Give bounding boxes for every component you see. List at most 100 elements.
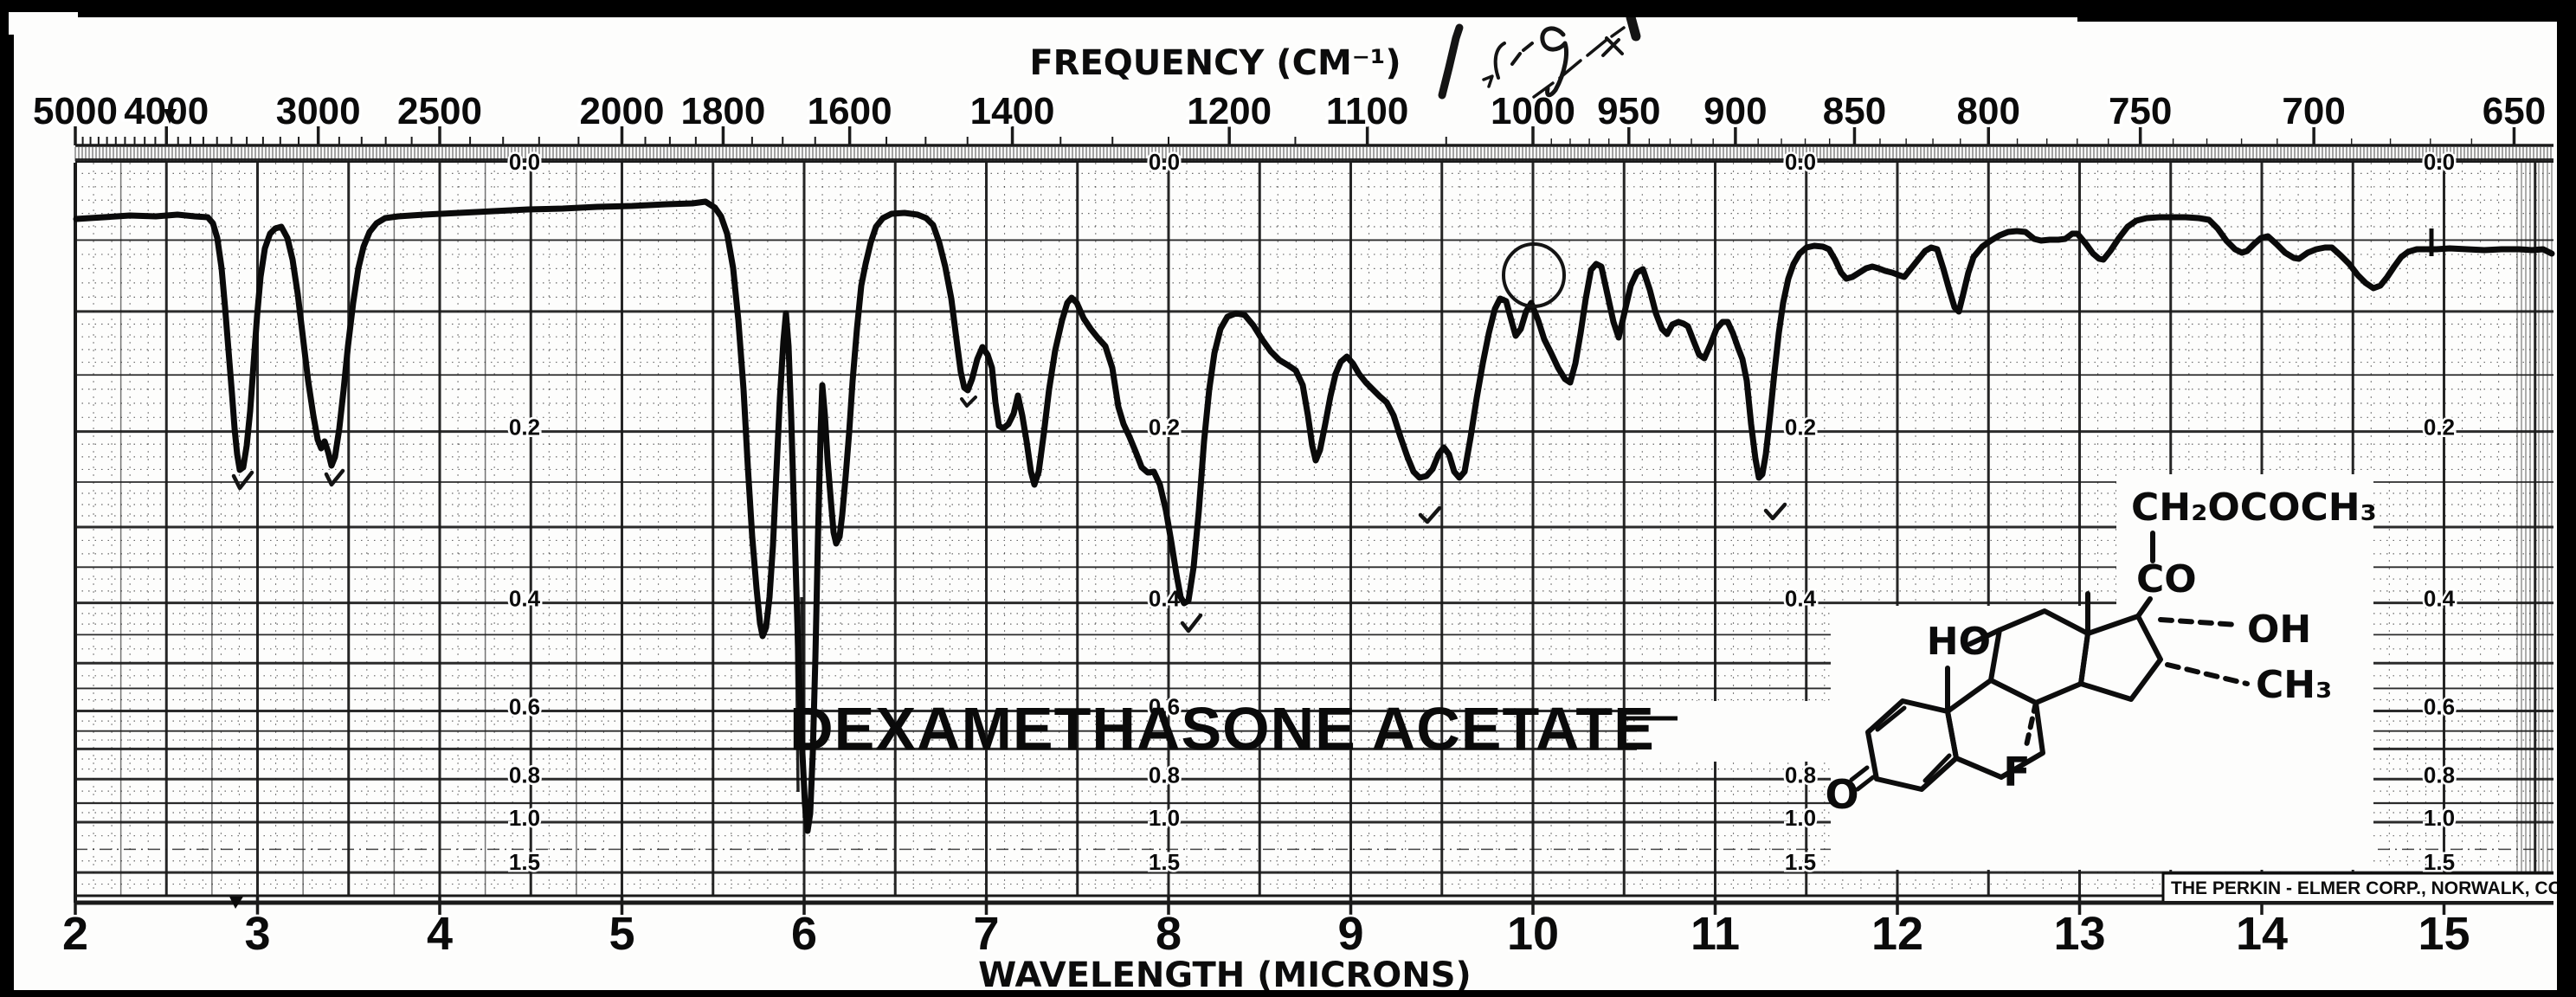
absorbance-label: 0.4 bbox=[1149, 586, 1181, 612]
c17-co-bond bbox=[2135, 596, 2153, 619]
absorbance-label: 1.5 bbox=[1785, 849, 1816, 875]
absorbance-label: 0.8 bbox=[1785, 762, 1816, 788]
absorbance-label: 0.2 bbox=[1785, 415, 1816, 441]
freq-tick-label: 1200 bbox=[1187, 90, 1272, 132]
absorbance-label: 0.6 bbox=[1149, 693, 1180, 719]
pen-scribble-blob bbox=[1626, 12, 1641, 42]
freq-tick-label: 650 bbox=[2483, 90, 2546, 132]
micron-tick-label: 5 bbox=[609, 908, 634, 960]
micron-tick-label: 13 bbox=[2053, 908, 2105, 960]
pen-annotations bbox=[231, 12, 1787, 634]
chemical-structure bbox=[1849, 531, 2250, 792]
pen-scribble bbox=[1510, 42, 1534, 66]
pen-check-mark bbox=[1763, 502, 1787, 521]
spectrum-curve-layer bbox=[73, 198, 2555, 834]
freq-tick-label: 2000 bbox=[580, 90, 665, 132]
absorbance-label: 1.0 bbox=[1785, 805, 1816, 831]
ring-a-double-bond-1 bbox=[1875, 705, 1907, 732]
hydroxyl-left-bond bbox=[1967, 627, 2002, 646]
pen-circle-annotation bbox=[1502, 242, 1566, 308]
ring-a-double-bond-2 bbox=[1922, 753, 1952, 783]
structure-f-label: F bbox=[2003, 749, 2030, 795]
absorbance-label: 1.5 bbox=[509, 849, 540, 875]
freq-tick-label: 4000 bbox=[124, 90, 209, 132]
pen-scribble bbox=[1438, 23, 1464, 100]
pen-check-mark bbox=[324, 468, 345, 487]
credit-box: THE PERKIN - ELMER CORP., NORWALK, CONN. bbox=[2161, 872, 2576, 901]
credit-text: THE PERKIN - ELMER CORP., NORWALK, CONN. bbox=[2171, 878, 2576, 898]
pen-scribble-nine bbox=[1540, 26, 1569, 98]
absorbance-label: 0.0 bbox=[2424, 149, 2455, 175]
absorbance-label: 0.0 bbox=[1785, 149, 1816, 175]
micron-tick-label: 10 bbox=[1507, 908, 1559, 960]
trace-retrace-marks bbox=[793, 484, 806, 819]
micron-tick-label: 15 bbox=[2418, 908, 2470, 960]
pen-check-mark bbox=[1180, 613, 1203, 634]
micron-tick-label: 9 bbox=[1337, 908, 1363, 960]
absorbance-label: 0.8 bbox=[2424, 762, 2455, 788]
compound-label: DEXAMETHASONE ACETATE bbox=[789, 695, 1655, 762]
ring-d bbox=[2078, 614, 2163, 702]
pen-check-mark bbox=[1418, 505, 1442, 524]
pen-scribble-x bbox=[1601, 36, 1624, 57]
pen-scribble bbox=[1532, 26, 1626, 99]
pen-check-mark bbox=[231, 470, 254, 491]
absorbance-label: 0.4 bbox=[509, 586, 541, 612]
freq-tick-label: 5000 bbox=[33, 90, 118, 132]
absorbance-label: 0.8 bbox=[1149, 762, 1180, 788]
micron-tick-label: 8 bbox=[1156, 908, 1182, 960]
absorbance-label: 1.0 bbox=[509, 805, 540, 831]
ink-wedge-mark bbox=[164, 109, 177, 124]
freq-tick-label: 900 bbox=[1703, 90, 1767, 132]
freq-tick-label: 850 bbox=[1823, 90, 1886, 132]
top-axis-title: FREQUENCY (CM⁻¹) bbox=[1029, 43, 1401, 83]
absorbance-label: 0.2 bbox=[1149, 415, 1180, 441]
pen-check-mark bbox=[960, 396, 977, 408]
freq-tick-label: 1400 bbox=[970, 90, 1055, 132]
freq-tick-label: 1100 bbox=[1326, 90, 1408, 132]
structure-chain-label: CH₂OCOCH₃ bbox=[2131, 486, 2377, 530]
freq-tick-label: 700 bbox=[2282, 90, 2345, 132]
fluorine-bond bbox=[2023, 700, 2038, 752]
absorbance-label: 0.6 bbox=[509, 693, 540, 719]
structure-o-label: O bbox=[1825, 771, 1858, 818]
ink-wedge-mark bbox=[229, 897, 243, 909]
absorbance-label: 0.4 bbox=[2424, 586, 2456, 612]
freq-tick-label: 800 bbox=[1957, 90, 2020, 132]
absorbance-label: 1.5 bbox=[2424, 849, 2455, 875]
micron-tick-label: 7 bbox=[973, 908, 999, 960]
structure-inset-box bbox=[1637, 474, 2373, 870]
absorbance-label: 0.2 bbox=[509, 415, 540, 441]
micron-tick-label: 11 bbox=[1690, 908, 1740, 960]
freq-tick-label: 950 bbox=[1597, 90, 1660, 132]
micron-tick-label: 14 bbox=[2236, 908, 2288, 960]
absorbance-label: 1.0 bbox=[1149, 805, 1180, 831]
freq-tick-label: 2500 bbox=[397, 90, 482, 132]
absorbance-label: 0.8 bbox=[509, 762, 540, 788]
freq-tick-label: 3000 bbox=[276, 90, 361, 132]
micron-tick-label: 4 bbox=[427, 908, 453, 960]
micron-tick-label: 2 bbox=[62, 908, 88, 960]
micron-tick-label: 6 bbox=[791, 908, 817, 960]
structure-labels: CH₂OCOCH₃ CO HO OH CH₃ F O bbox=[1825, 486, 2376, 818]
structure-co-label: CO bbox=[2136, 557, 2197, 601]
absorbance-label: 0.0 bbox=[1149, 149, 1180, 175]
freq-tick-label: 750 bbox=[2109, 90, 2172, 132]
structure-ch3-label: CH₃ bbox=[2256, 663, 2332, 707]
pen-scribble bbox=[1493, 42, 1506, 80]
structure-oh-label: OH bbox=[2247, 608, 2311, 652]
ketone-double-bond bbox=[1849, 765, 1876, 792]
absorbance-label: 1.5 bbox=[1149, 849, 1180, 875]
pen-scribble bbox=[1482, 74, 1494, 88]
micron-tick-label: 12 bbox=[1871, 908, 1923, 960]
absorbance-label: 1.0 bbox=[2424, 805, 2455, 831]
absorbance-label: 0.2 bbox=[2424, 415, 2455, 441]
freq-tick-label: 1600 bbox=[808, 90, 892, 132]
structure-ho-label: HO bbox=[1927, 620, 1991, 664]
absorbance-label: 0.0 bbox=[509, 149, 540, 175]
spectrum-trace bbox=[73, 198, 2555, 834]
micron-tick-label: 3 bbox=[244, 908, 270, 960]
